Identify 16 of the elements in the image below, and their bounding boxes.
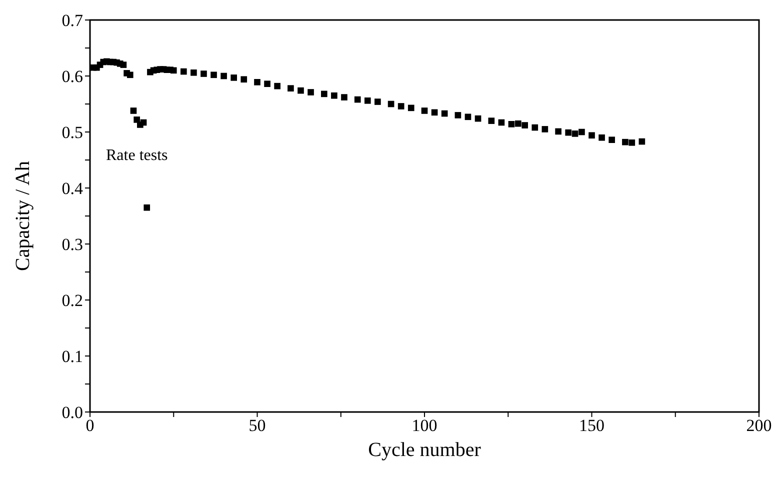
y-tick-label: 0.6	[62, 67, 83, 86]
y-tick-label: 0.2	[62, 291, 83, 310]
y-axis-title: Capacity / Ah	[12, 161, 34, 271]
y-tick-label: 0.1	[62, 347, 83, 366]
x-axis-title: Cycle number	[368, 439, 482, 461]
y-tick-label: 0.0	[62, 403, 83, 422]
x-tick-label: 50	[248, 416, 266, 436]
y-tick-label: 0.4	[62, 179, 84, 198]
x-tick-label: 200	[746, 416, 772, 436]
y-tick-label: 0.7	[62, 11, 84, 30]
x-tick-label: 0	[86, 416, 94, 436]
y-tick-label: 0.5	[62, 123, 83, 142]
x-tick-label: 150	[579, 416, 604, 436]
annotation: Rate tests	[106, 147, 168, 164]
x-tick-label: 100	[412, 416, 438, 436]
y-tick-label: 0.3	[62, 235, 83, 254]
